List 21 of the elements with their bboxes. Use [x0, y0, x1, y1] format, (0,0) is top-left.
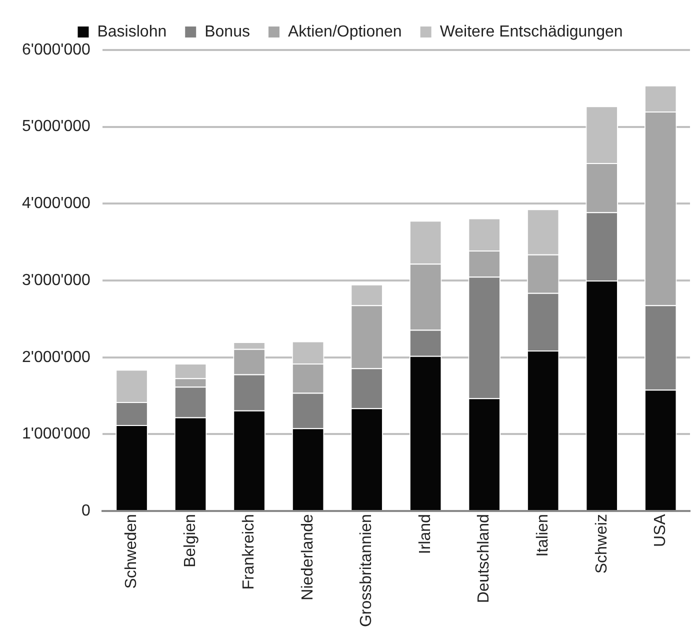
y-tick-label: 5'000'000 — [22, 118, 90, 136]
x-tick-label: Grossbritannien — [358, 514, 376, 628]
x-tick-label: Belgien — [182, 514, 199, 568]
x-tick-label: USA — [652, 514, 670, 547]
legend-label: Bonus — [204, 23, 250, 40]
x-tick-label: Italien — [534, 514, 552, 557]
legend-label: Basislohn — [97, 23, 167, 40]
x-tick-label: Schweiz — [593, 514, 610, 574]
y-tick-label: 4'000'000 — [22, 195, 90, 212]
legend-label: Aktien/Optionen — [288, 23, 402, 40]
y-tick-label: 3'000'000 — [22, 272, 90, 289]
x-tick-label: Deutschland — [476, 514, 493, 604]
y-tick-label: 6'000'000 — [22, 41, 90, 58]
x-tick-label: Schweden — [123, 514, 140, 589]
x-tick-label: Niederlande — [299, 514, 316, 600]
legend-label: Weitere Entschädigungen — [440, 23, 623, 40]
y-tick-label: 0 — [81, 502, 90, 520]
x-tick-label: Frankreich — [240, 514, 258, 590]
x-tick-label: Irland — [416, 514, 434, 554]
y-tick-label: 2'000'000 — [22, 348, 90, 366]
y-tick-label: 1'000'000 — [22, 426, 90, 443]
